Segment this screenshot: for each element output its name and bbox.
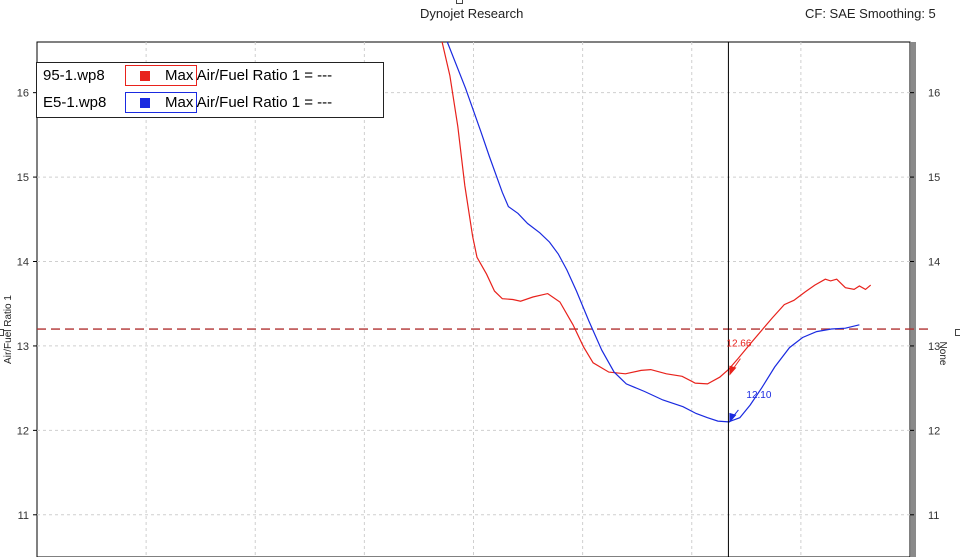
y-tick-label-right: 12 — [928, 425, 940, 437]
y-axis-title-right: None — [937, 342, 948, 366]
legend-swatch-frame — [125, 65, 197, 86]
y-tick-label: 12 — [17, 425, 29, 437]
legend-swatch-red — [140, 71, 150, 81]
y-tick-label: 15 — [17, 172, 29, 184]
plot-frame — [36, 41, 911, 557]
legend-entry-95-1: 95-1.wp8 Max Air/Fuel Ratio 1 = --- — [37, 65, 383, 87]
series-line-blue — [446, 41, 860, 423]
y-tick-label: 16 — [17, 88, 29, 100]
y-tick-label-right: 15 — [928, 172, 940, 184]
legend-label: Max Air/Fuel Ratio 1 = --- — [165, 94, 333, 111]
cursor-marker-arrow — [729, 412, 737, 423]
y-tick-label: 13 — [17, 341, 29, 353]
cursor-value-label: 12.66 — [726, 339, 751, 350]
legend-swatch-blue — [140, 98, 150, 108]
right-axis-bar — [911, 42, 916, 557]
y-tick-label-right: 14 — [928, 257, 940, 269]
resize-handle-left[interactable] — [0, 329, 4, 336]
series-line-red — [441, 41, 872, 385]
legend-file-name: E5-1.wp8 — [43, 94, 107, 111]
resize-handle-right[interactable] — [955, 329, 960, 336]
y-axis-title: Air/Fuel Ratio 1 — [3, 295, 14, 364]
legend-entry-e5-1: E5-1.wp8 Max Air/Fuel Ratio 1 = --- — [37, 92, 383, 114]
y-tick-label-right: 13 — [928, 341, 940, 353]
legend-swatch-frame — [125, 92, 197, 113]
y-tick-label: 14 — [17, 257, 29, 269]
correction-factor-info: CF: SAE Smoothing: 5 — [805, 6, 936, 21]
resize-handle-top[interactable] — [456, 0, 463, 4]
y-tick-label-right: 11 — [928, 510, 939, 522]
legend-label: Max Air/Fuel Ratio 1 = --- — [165, 67, 333, 84]
y-tick-label-right: 16 — [928, 88, 940, 100]
chart-legend: 95-1.wp8 Max Air/Fuel Ratio 1 = --- E5-1… — [36, 62, 384, 118]
legend-file-name: 95-1.wp8 — [43, 67, 105, 84]
cursor-value-label: 12.10 — [746, 390, 771, 401]
y-tick-label: 11 — [18, 510, 29, 522]
chart-title: Dynojet Research — [420, 6, 524, 21]
cursor-marker-arrow — [729, 365, 737, 376]
